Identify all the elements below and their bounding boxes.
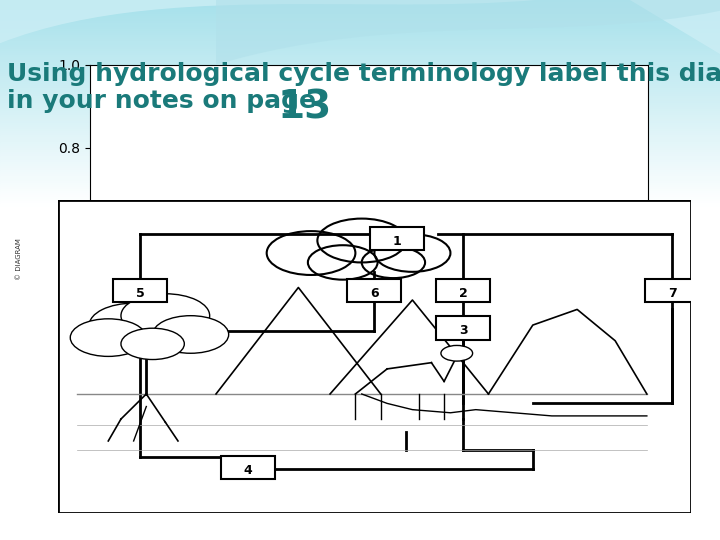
Circle shape [308,245,377,280]
Text: 6: 6 [370,287,379,300]
Polygon shape [216,287,381,394]
Text: in your notes on page: in your notes on page [7,89,325,113]
Text: 3: 3 [459,325,467,338]
Circle shape [318,219,406,262]
Text: 4: 4 [243,464,252,477]
Polygon shape [488,309,647,394]
FancyBboxPatch shape [436,316,490,340]
Text: 2: 2 [459,287,467,300]
Text: 5: 5 [135,287,144,300]
FancyBboxPatch shape [436,279,490,302]
Circle shape [441,346,472,361]
Circle shape [374,234,451,272]
Circle shape [71,319,146,356]
FancyBboxPatch shape [58,200,691,513]
Circle shape [121,294,210,338]
FancyBboxPatch shape [348,279,401,302]
Circle shape [121,328,184,360]
FancyBboxPatch shape [369,227,423,250]
FancyBboxPatch shape [113,279,167,302]
Text: 13: 13 [277,89,331,126]
Text: 7: 7 [668,287,677,300]
PathPatch shape [216,0,720,65]
Circle shape [153,316,229,353]
Circle shape [266,231,356,275]
FancyBboxPatch shape [645,279,699,302]
Text: © DIAGRAM: © DIAGRAM [16,238,22,280]
Circle shape [89,303,178,347]
FancyBboxPatch shape [221,456,274,479]
Text: Using hydrological cycle terminology label this diagram: Using hydrological cycle terminology lab… [7,62,720,86]
PathPatch shape [0,0,720,54]
Circle shape [361,247,425,278]
Text: 1: 1 [392,235,401,248]
Polygon shape [330,300,488,394]
